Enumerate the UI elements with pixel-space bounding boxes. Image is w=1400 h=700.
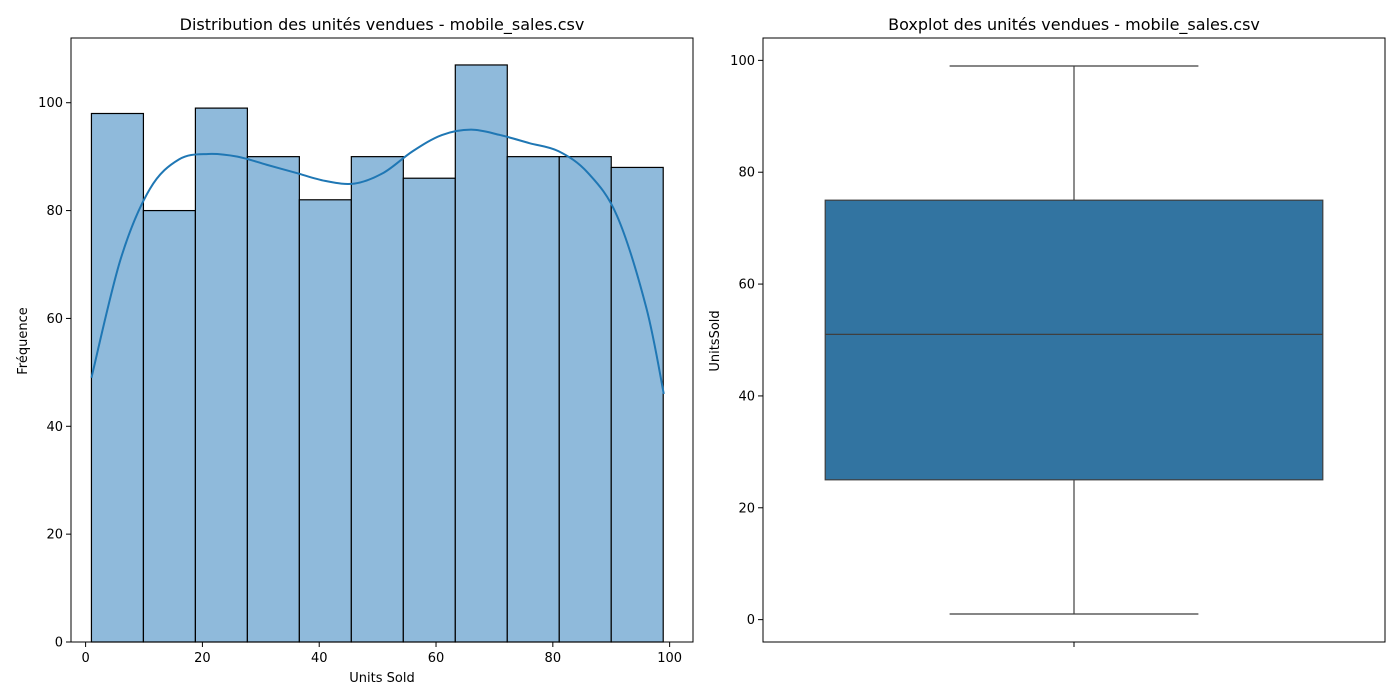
histogram-bar	[350, 156, 404, 643]
y-tick-label: 20	[738, 501, 755, 516]
histogram-title: Distribution des unités vendues - mobile…	[180, 15, 585, 35]
y-tick-label: 100	[730, 54, 755, 69]
histogram-bar	[142, 209, 196, 643]
histogram-bar	[610, 166, 664, 643]
boxplot-panel: Boxplot des unités vendues - mobile_sale…	[708, 15, 1386, 647]
histogram-bar	[298, 199, 352, 643]
boxplot-title: Boxplot des unités vendues - mobile_sale…	[888, 15, 1260, 35]
histogram-bar	[402, 177, 456, 643]
x-tick-label: 40	[311, 651, 328, 666]
boxplot-y-label: UnitsSold	[708, 310, 723, 371]
histogram-bar	[454, 64, 508, 643]
histogram-y-label: Fréquence	[16, 307, 31, 374]
y-tick-label: 40	[738, 389, 755, 404]
iqr-box	[824, 199, 1324, 481]
histogram-axes-frame	[70, 37, 694, 643]
boxplot-ticks: 0 20 40 60 80 100	[730, 54, 1075, 647]
histogram-bar	[246, 156, 300, 643]
kde-curve	[90, 128, 665, 395]
x-tick-label: 20	[194, 651, 211, 666]
y-tick-label: 0	[747, 613, 755, 628]
y-tick-label: 0	[55, 636, 63, 651]
x-tick-label: 0	[81, 651, 89, 666]
histogram-bar	[194, 107, 248, 643]
histogram-bar	[506, 156, 560, 643]
x-tick-label: 80	[545, 651, 562, 666]
boxplot-elements	[824, 65, 1324, 615]
y-tick-label: 80	[46, 204, 63, 219]
y-tick-label: 80	[738, 166, 755, 181]
y-tick-label: 100	[38, 96, 63, 111]
histogram-ticks: 0 20 40 60 80 100 0 20 40 60 80 100	[38, 96, 682, 666]
y-tick-label: 60	[738, 278, 755, 293]
boxplot-axes-frame	[762, 37, 1386, 643]
histogram-x-label: Units Sold	[349, 671, 414, 686]
x-tick-label: 100	[657, 651, 682, 666]
histogram-bar	[558, 156, 612, 643]
histogram-bar	[90, 112, 145, 643]
y-tick-label: 40	[46, 420, 63, 435]
x-tick-label: 60	[428, 651, 445, 666]
histogram-bars	[90, 64, 664, 643]
y-tick-label: 20	[46, 528, 63, 543]
histogram-panel: Distribution des unités vendues - mobile…	[16, 15, 694, 686]
y-tick-label: 60	[46, 312, 63, 327]
